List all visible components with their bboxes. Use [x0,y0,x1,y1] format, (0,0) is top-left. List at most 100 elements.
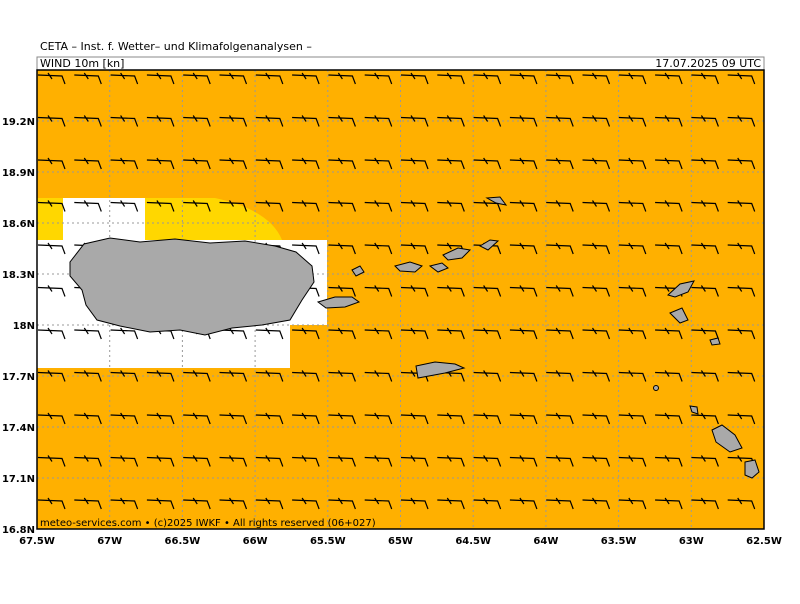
wind-barb [400,242,429,255]
wind-barb [509,497,538,510]
wind-barb [655,497,683,510]
island-st-croix [415,361,466,379]
wind-barb [255,370,284,382]
wind-speed-fill [63,198,145,240]
island-culebra [351,265,365,277]
wind-barb [582,200,611,212]
wind-barb [110,200,139,212]
wind-barb [74,370,102,382]
wind-barb [292,497,320,510]
wind-barb [74,200,102,212]
wind-barb [546,157,574,170]
wind-barb [110,497,139,510]
wind-barb [364,115,393,127]
wind-barb [655,327,683,340]
wind-barb [292,72,320,85]
wind-barb [328,200,356,212]
wind-barb [509,327,538,340]
wind-barb [37,72,66,85]
wind-barb [546,455,574,467]
wind-barb [546,327,574,340]
wind-barb [473,412,502,425]
y-tick-label: 18N [13,321,35,332]
x-tick-label: 63W [679,536,704,547]
wind-barb [110,115,139,127]
wind-barb [328,285,356,297]
wind-barb [618,72,647,85]
wind-barb [37,157,66,170]
wind-barb [546,115,574,127]
wind-barb [582,455,611,467]
wind-barb [292,412,320,425]
wind-barb [364,497,393,510]
parameter: WIND 10m [kn] [40,57,124,70]
island-vieques [316,296,361,309]
wind-barb [400,72,429,85]
wind-barb [37,285,66,297]
wind-barb [655,115,683,127]
island-virgin-gorda [478,239,500,251]
wind-barb [292,200,320,212]
wind-barb [37,412,66,425]
wind-barb [655,72,683,85]
wind-barb [437,115,465,127]
wind-barb [546,285,574,297]
footer: meteo-services.com • (c)2025 IWKF • All … [40,518,376,529]
wind-barb [364,242,393,255]
wind-barb [146,497,175,510]
wind-barb [473,327,502,340]
island-st-barth [709,337,721,346]
wind-barb [437,285,465,297]
x-tick-label: 65.5W [310,536,346,547]
wind-barb [727,72,756,85]
wind-barb [509,200,538,212]
wind-barb [727,115,756,127]
wind-barb [328,115,356,127]
wind-barb [727,412,756,425]
wind-barb [364,412,393,425]
x-tick-label: 66.5W [165,536,201,547]
wind-barb [364,455,393,467]
wind-barb [691,497,719,510]
wind-barb [691,455,719,467]
x-tick-label: 65W [388,536,413,547]
wind-barb [546,72,574,85]
wind-barb [146,157,175,170]
wind-barb [691,412,719,425]
wind-barb [74,157,102,170]
wind-barb [727,285,756,297]
wind-barb [437,72,465,85]
wind-barb [691,327,719,340]
wind-barb [110,455,139,467]
wind-barb [219,412,248,425]
wind-barb [509,370,538,382]
wind-barb [255,412,284,425]
wind-barb [618,370,647,382]
wind-barbs [37,72,756,510]
y-tick-label: 17.4N [2,423,35,434]
y-tick-label: 16.8N [2,525,35,536]
wind-barb [146,200,175,212]
wind-barb [219,115,248,127]
wind-barb [37,370,66,382]
wind-barb [618,157,647,170]
wind-barb [146,370,175,382]
wind-barb [37,200,66,212]
wind-barb [255,327,284,340]
wind-barb [582,157,611,170]
wind-barb [328,242,356,255]
wind-barb [255,72,284,85]
wind-barb [691,200,719,212]
island-anguilla [667,280,695,298]
wind-barb [364,157,393,170]
wind-barb [509,157,538,170]
wind-barb [255,157,284,170]
y-tick-label: 18.6N [2,219,35,230]
y-tick-label: 18.9N [2,168,35,179]
wind-barb [255,200,284,212]
island-st-john [428,262,449,273]
wind-barb [328,370,356,382]
island-saba [653,385,659,391]
y-tick-label: 18.3N [2,270,35,281]
